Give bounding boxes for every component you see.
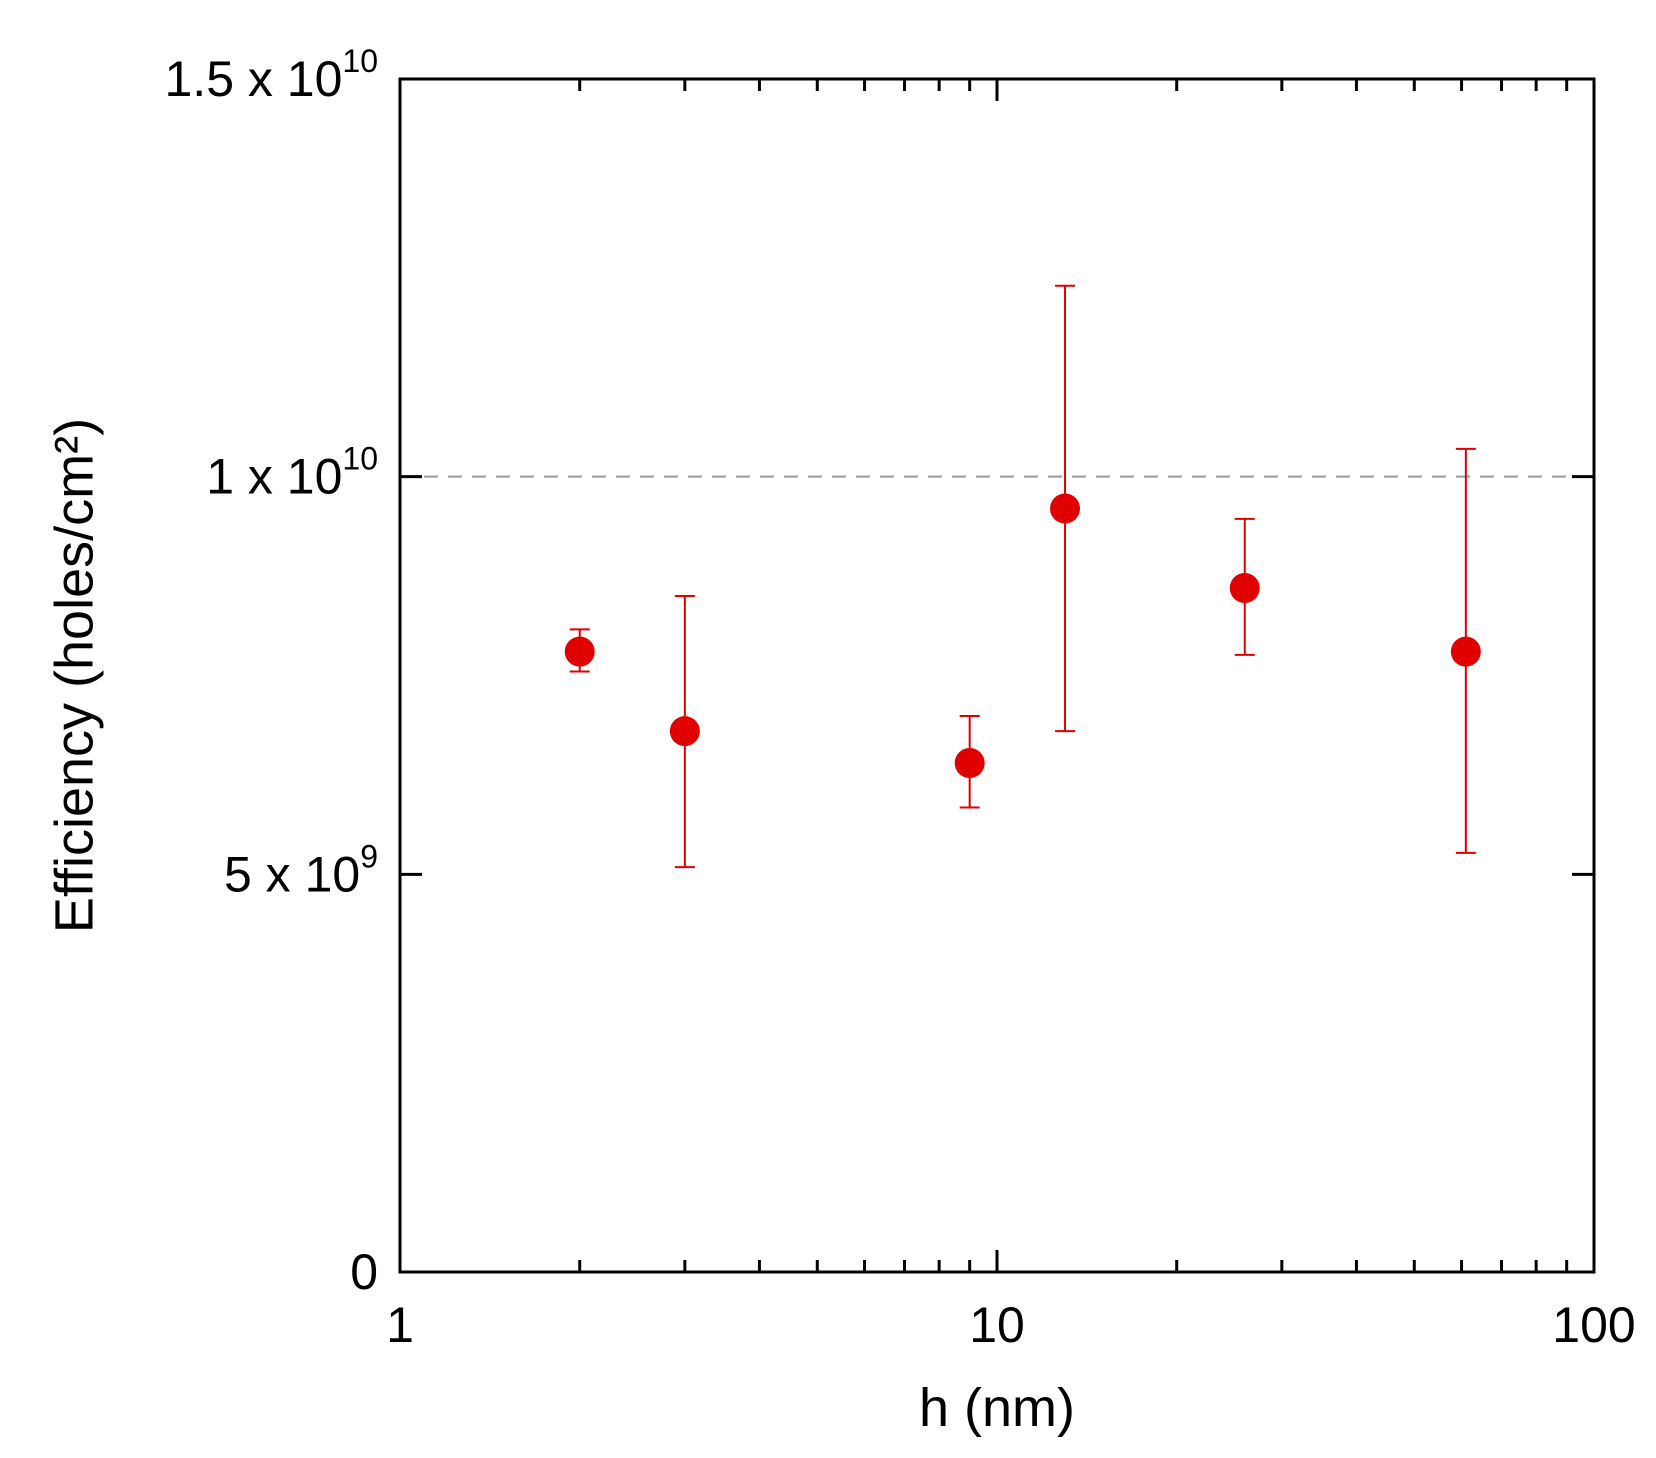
y-tick-label: 1.5 x 1010 bbox=[165, 43, 379, 107]
x-tick-label: 100 bbox=[1552, 1297, 1635, 1353]
data-points bbox=[564, 284, 1481, 869]
data-point bbox=[1229, 573, 1260, 604]
plot-frame bbox=[398, 77, 1596, 1274]
data-point bbox=[1050, 493, 1081, 524]
data-point-group bbox=[669, 594, 700, 869]
data-point bbox=[669, 716, 700, 747]
data-point-group bbox=[1450, 447, 1481, 854]
x-tick-label: 10 bbox=[969, 1297, 1025, 1353]
data-point-group bbox=[564, 628, 595, 673]
y-tick-label: 5 x 109 bbox=[224, 838, 378, 902]
data-point-group bbox=[1050, 284, 1081, 733]
data-point-group bbox=[1229, 517, 1260, 656]
tick-labels: 1 10 100 0 5 x 109 1 x 1010 1.5 x 1010 bbox=[165, 43, 1636, 1353]
data-point bbox=[564, 636, 595, 667]
y-axis-label: Efficiency (holes/cm²) bbox=[44, 418, 104, 933]
x-tick-label: 1 bbox=[386, 1297, 414, 1353]
x-axis-label: h (nm) bbox=[919, 1378, 1075, 1438]
data-point-group bbox=[954, 715, 985, 809]
data-point bbox=[954, 747, 985, 778]
data-point bbox=[1450, 636, 1481, 667]
y-tick-label: 1 x 1010 bbox=[206, 441, 378, 505]
y-tick-label: 0 bbox=[350, 1244, 378, 1300]
tick-marks bbox=[400, 79, 1594, 1272]
